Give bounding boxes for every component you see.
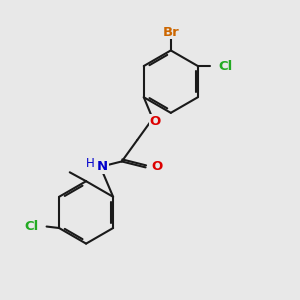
Text: Br: Br bbox=[162, 26, 179, 38]
Text: O: O bbox=[149, 115, 161, 128]
Text: Cl: Cl bbox=[219, 59, 233, 73]
Text: N: N bbox=[97, 160, 108, 173]
Text: Cl: Cl bbox=[24, 220, 38, 233]
Text: H: H bbox=[86, 157, 95, 170]
Text: O: O bbox=[152, 160, 163, 173]
